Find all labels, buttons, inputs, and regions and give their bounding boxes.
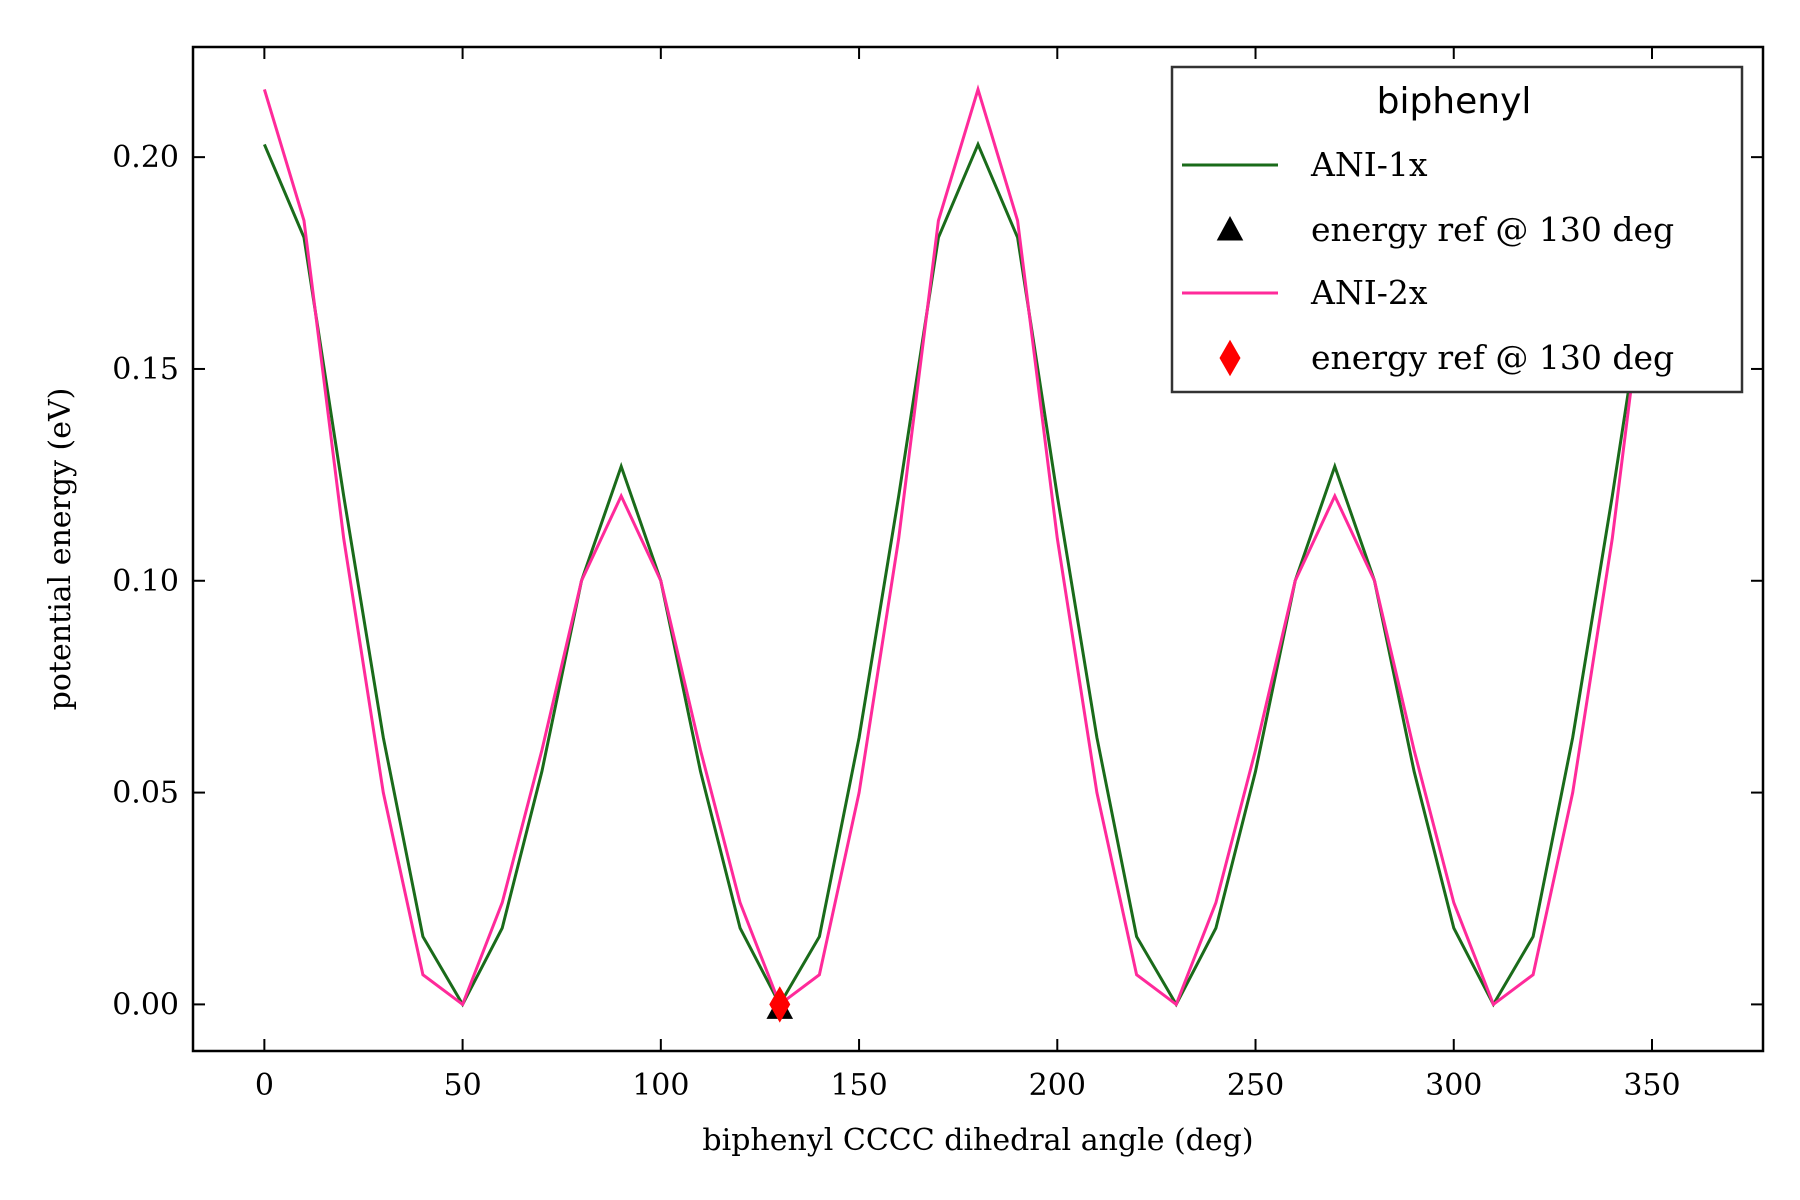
- x-tick-label: 350: [1623, 1068, 1680, 1103]
- y-axis-ticks: 0.00 0.05 0.10 0.15 0.20: [112, 140, 1763, 1022]
- x-tick-label: 50: [444, 1068, 482, 1103]
- legend-box: [1170, 65, 1744, 394]
- x-axis-ticks: 0 50 100 150 200 250 300 350: [255, 47, 1681, 1103]
- reference-markers: [766, 986, 794, 1023]
- series-lines: [262, 84, 1694, 1008]
- y-tick-label: 0.10: [112, 564, 179, 599]
- legend: biphenyl ANI-1x energy ref @ 130 deg ANI-2…: [1170, 65, 1744, 394]
- x-axis-label: biphenyl CCCC dihedral angle (deg): [702, 1123, 1253, 1158]
- y-tick-label: 0.00: [112, 987, 179, 1022]
- series-line-2: [262, 84, 1694, 1007]
- legend-title: biphenyl: [1377, 81, 1532, 122]
- y-axis-label: potential energy (eV): [43, 388, 78, 711]
- legend-swatch-diamond: [1219, 339, 1241, 377]
- plot-frame: [191, 45, 1765, 1053]
- x-tick-label: 200: [1029, 1068, 1086, 1103]
- legend-label: ANI-2x: [1310, 273, 1428, 312]
- x-tick-label: 0: [255, 1068, 274, 1103]
- legend-label: ANI-1x: [1310, 145, 1428, 184]
- y-tick-label: 0.15: [112, 352, 179, 387]
- ref-marker-diamond: [769, 986, 791, 1023]
- y-tick-label: 0.20: [112, 140, 179, 175]
- legend-label: energy ref @ 130 deg: [1311, 210, 1674, 249]
- legend-entries: ANI-1x energy ref @ 130 deg ANI-2x energy r…: [1182, 145, 1674, 377]
- y-tick-label: 0.05: [112, 776, 179, 811]
- x-tick-label: 100: [632, 1068, 689, 1103]
- series-line-1: [263, 140, 1693, 1008]
- x-tick-label: 250: [1227, 1068, 1284, 1103]
- legend-label: energy ref @ 130 deg: [1311, 338, 1674, 377]
- x-tick-label: 300: [1425, 1068, 1482, 1103]
- legend-swatch-triangle: [1216, 216, 1244, 241]
- x-tick-label: 150: [830, 1068, 887, 1103]
